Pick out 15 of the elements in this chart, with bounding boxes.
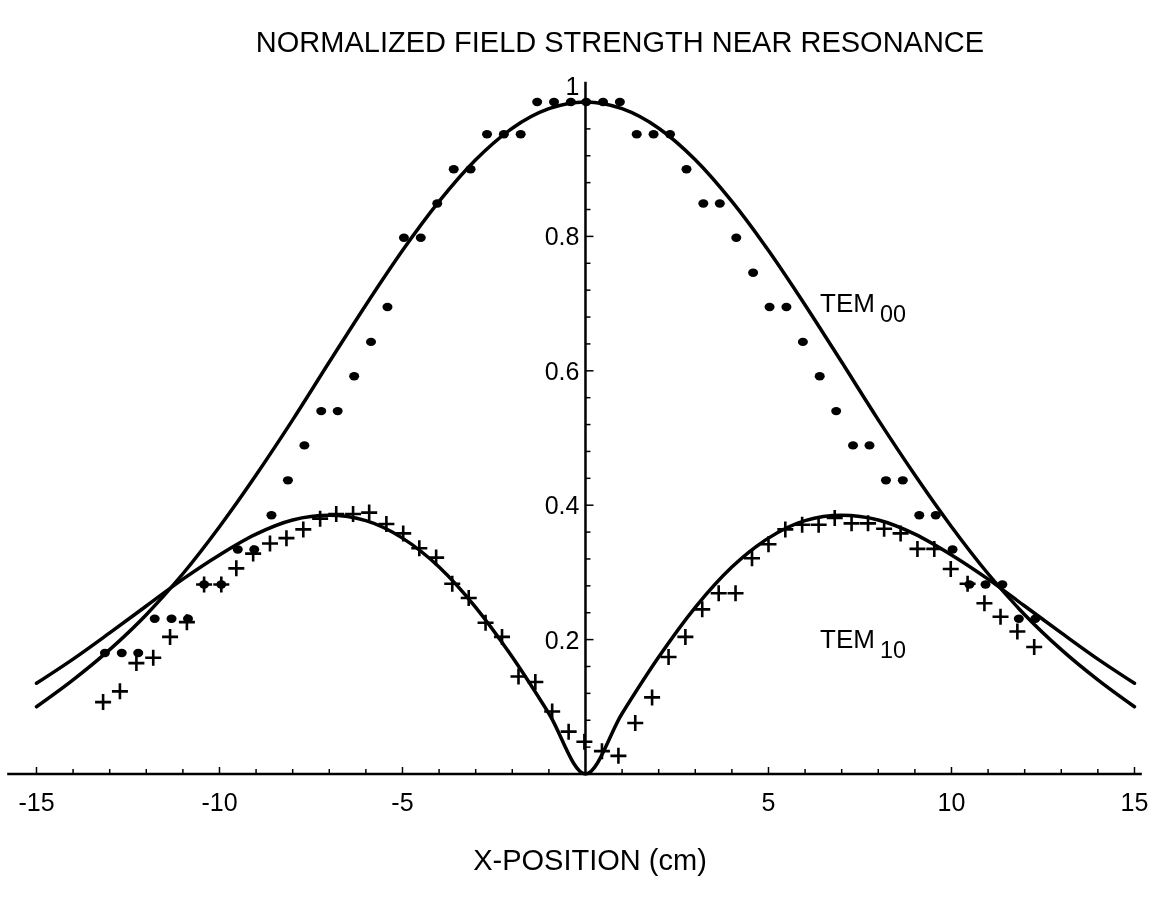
annotation: TEM$_{10}$ xyxy=(820,624,906,664)
x-tick-label: -15 xyxy=(18,788,55,816)
x-tick-label: 15 xyxy=(1120,788,1149,816)
y-tick-label: 0.6 xyxy=(544,356,580,385)
x-tick-label: -10 xyxy=(201,788,238,816)
annotation: TEM$_{00}$ xyxy=(820,288,906,328)
y-tick-label: 0.4 xyxy=(544,491,580,520)
x-tick-label: 5 xyxy=(761,788,776,816)
y-tick-label: 0.8 xyxy=(544,222,580,251)
x-axis-title: X-POSITION (cm) xyxy=(473,844,707,876)
x-tick-label: -5 xyxy=(391,788,414,816)
chart-title: NORMALIZED FIELD STRENGTH NEAR RESONANCE xyxy=(255,26,985,58)
y-tick-label: 0.2 xyxy=(544,625,580,654)
y-tick-label: 1 xyxy=(565,72,580,100)
x-tick-label: 10 xyxy=(937,788,966,816)
